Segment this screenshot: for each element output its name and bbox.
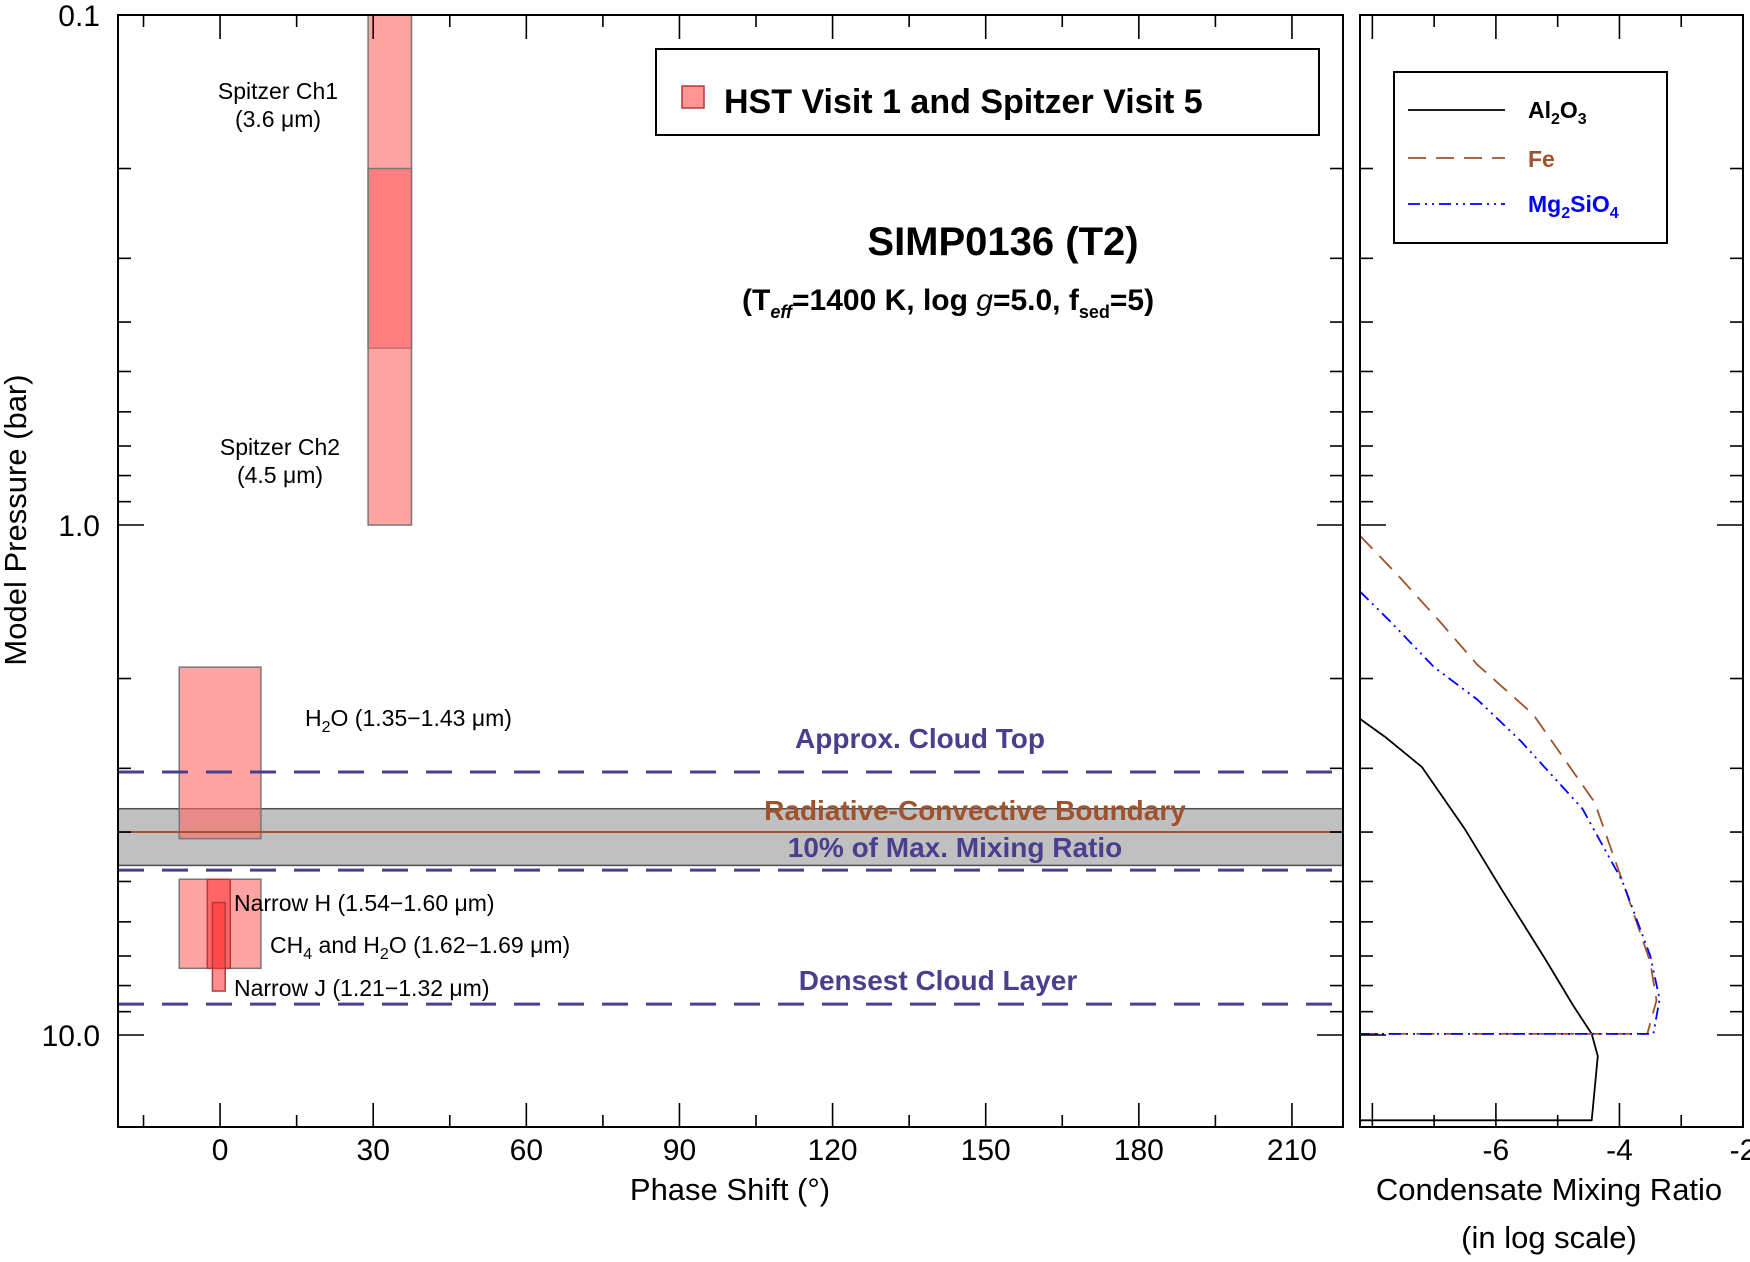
band-label-narrow-j: Narrow J (1.21−1.32 μm) [234,975,489,1001]
y-tick-label: 0.1 [58,0,100,33]
legend-label-fe: Fe [1528,146,1555,172]
band-label-spitzer-ch1: Spitzer Ch1 [218,78,338,104]
x-tick-label: 210 [1267,1134,1317,1167]
curve-fe [1360,535,1658,1035]
x-tick-label: 60 [510,1134,543,1167]
x-tick-label: -4 [1606,1134,1633,1167]
legend-frame [655,48,1320,136]
band-label-spitzer-ch2-wavelength: (4.5 μm) [237,462,323,488]
band-label-spitzer-ch2: Spitzer Ch2 [220,434,340,460]
level-label-rcb: Radiative-Convective Boundary [764,795,1186,826]
x-tick-label: 0 [212,1134,229,1167]
mixing-ratio-panel: -6 -4 -2 Condensate Mixing Ratio (in log s… [1359,14,1750,1255]
chart-subtitle: (Teff=1400 K, log g=5.0, fsed=5) [742,284,1154,322]
level-label-densest-cloud: Densest Cloud Layer [799,965,1078,996]
band-label-narrow-h: Narrow H (1.54−1.60 μm) [234,890,495,916]
x-axis-label: Phase Shift (°) [630,1172,830,1207]
level-label-mixing-ratio: 10% of Max. Mixing Ratio [788,832,1123,863]
level-label-cloud-top: Approx. Cloud Top [795,723,1045,754]
band-label-ch4-h2o: CH4 and H2O (1.62−1.69 μm) [270,932,570,963]
x-tick-label: 150 [961,1134,1011,1167]
x-axis-label-mixing-ratio: Condensate Mixing Ratio [1376,1172,1722,1207]
curve-al2o3 [1360,718,1599,1122]
x-tick-label: -2 [1730,1134,1750,1167]
legend-label: HST Visit 1 and Spitzer Visit 5 [724,83,1203,121]
left-plot-frame [117,14,1344,1128]
y-tick-label: 1.0 [58,510,100,543]
phase-shift-panel: 0.1 1.0 10.0 0 30 60 90 120 150 180 210 Phase S… [0,0,1344,1207]
chart-title: SIMP0136 (T2) [867,220,1138,264]
right-plot-frame [1359,14,1744,1128]
band-narrow-j [211,901,226,992]
legend-label-mg2sio4: Mg2SiO4 [1528,191,1619,222]
x-tick-label: -6 [1483,1134,1510,1167]
band-spitzer-ch2 [367,167,413,526]
gray-mixing-band [118,807,1343,867]
x-tick-label: 30 [357,1134,390,1167]
curve-mg2sio4 [1360,590,1661,1035]
y-tick-label: 10.0 [42,1020,100,1053]
band-h2o [178,666,262,840]
x-tick-label: 180 [1114,1134,1164,1167]
legend: HST Visit 1 and Spitzer Visit 5 [655,48,1320,136]
legend-swatch [681,85,705,109]
band-label-h2o: H2O (1.35−1.43 μm) [305,705,512,736]
band-label-spitzer-ch1-wavelength: (3.6 μm) [235,106,321,132]
y-axis-label: Model Pressure (bar) [0,374,33,665]
x-tick-label: 90 [663,1134,696,1167]
species-legend: Al2O3 Fe Mg2SiO4 [1393,71,1668,244]
x-axis-label-log-scale: (in log scale) [1461,1220,1637,1255]
legend-label-al2o3: Al2O3 [1528,97,1587,128]
x-tick-label: 120 [808,1134,858,1167]
